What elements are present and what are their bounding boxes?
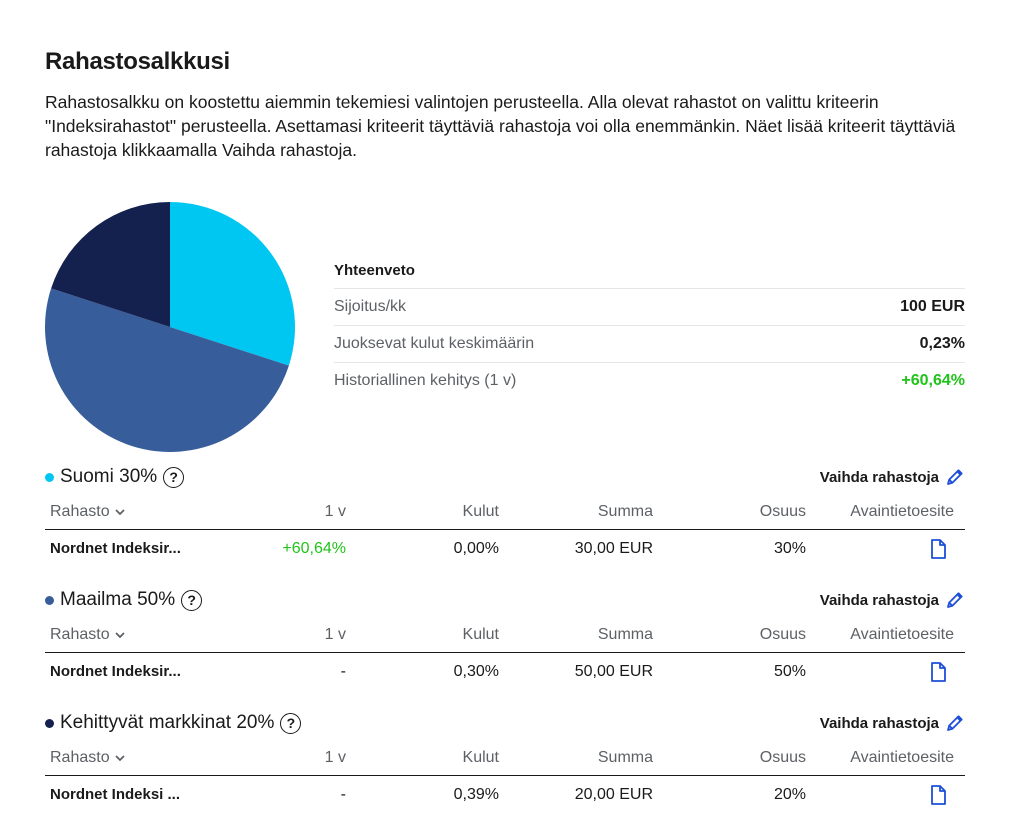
change-funds-button[interactable]: Vaihda rahastoja <box>820 590 965 610</box>
summary-label: Sijoitus/kk <box>334 298 407 315</box>
summary-value: 100 EUR <box>900 298 965 315</box>
legend-dot <box>45 472 54 482</box>
table-header: Rahasto 1 v Kulut Summa Osuus Avaintieto… <box>45 618 965 653</box>
summary-panel: Yhteenveto Sijoitus/kk 100 EUR Juoksevat… <box>334 253 965 399</box>
document-icon[interactable] <box>930 661 946 682</box>
table-row: Nordnet Indeksi ... - 0,39% 20,00 EUR 20… <box>45 776 965 813</box>
legend-dot <box>45 718 54 728</box>
sort-fund-header[interactable]: Rahasto <box>45 749 245 767</box>
chevron-down-icon <box>114 755 125 762</box>
fund-group-maailma: Maailma 50% ? Vaihda rahastoja Rahasto 1… <box>45 585 965 690</box>
change-funds-label: Vaihda rahastoja <box>819 714 939 732</box>
pencil-icon <box>947 469 963 485</box>
question-icon[interactable]: ? <box>163 466 185 488</box>
fund-name-link[interactable]: Nordnet Indeksi ... <box>50 786 181 803</box>
document-icon[interactable] <box>930 784 946 805</box>
pencil-icon <box>947 592 963 608</box>
summary-value: 0,23% <box>919 335 965 352</box>
group-name: Suomi 30% <box>60 466 158 487</box>
table-header: Rahasto 1 v Kulut Summa Osuus Avaintieto… <box>45 741 965 776</box>
summary-title: Yhteenveto <box>334 253 965 289</box>
summary-row-investment: Sijoitus/kk 100 EUR <box>334 289 965 326</box>
chevron-down-icon <box>114 509 125 516</box>
pie-slice-kehittyvät <box>51 202 170 327</box>
table-row: Nordnet Indeksir... - 0,30% 50,00 EUR 50… <box>45 653 965 690</box>
document-icon[interactable] <box>930 538 946 559</box>
table-row: Nordnet Indeksir... +60,64% 0,00% 30,00 … <box>45 530 965 567</box>
change-funds-label: Vaihda rahastoja <box>819 468 939 486</box>
pie-slice-maailma <box>44 288 289 452</box>
chevron-down-icon <box>114 632 125 639</box>
pie-slice-suomi <box>170 202 296 366</box>
page-title: Rahastosalkkusi <box>45 48 230 75</box>
sort-fund-header[interactable]: Rahasto <box>45 626 245 644</box>
summary-value: +60,64% <box>901 372 965 389</box>
summary-label: Juoksevat kulut keskimäärin <box>334 335 535 352</box>
question-icon[interactable]: ? <box>280 712 302 734</box>
pencil-icon <box>947 715 963 731</box>
fund-group-kehittyvat: Kehittyvät markkinat 20% ? Vaihda rahast… <box>45 708 965 813</box>
allocation-pie-chart <box>44 202 296 452</box>
group-name: Maailma 50% <box>60 589 176 610</box>
change-funds-button[interactable]: Vaihda rahastoja <box>820 467 965 487</box>
fund-name-link[interactable]: Nordnet Indeksir... <box>50 663 181 680</box>
summary-label: Historiallinen kehitys (1 v) <box>334 372 517 389</box>
fund-name-link[interactable]: Nordnet Indeksir... <box>50 540 181 557</box>
legend-dot <box>45 595 54 605</box>
change-funds-button[interactable]: Vaihda rahastoja <box>820 713 965 733</box>
sort-fund-header[interactable]: Rahasto <box>45 503 245 521</box>
group-name: Kehittyvät markkinat 20% <box>60 712 275 733</box>
change-funds-label: Vaihda rahastoja <box>819 591 939 609</box>
summary-row-history: Historiallinen kehitys (1 v) +60,64% <box>334 363 965 399</box>
summary-row-fees: Juoksevat kulut keskimäärin 0,23% <box>334 326 965 363</box>
question-icon[interactable]: ? <box>181 589 203 611</box>
table-header: Rahasto 1 v Kulut Summa Osuus Avaintieto… <box>45 495 965 530</box>
intro-text: Rahastosalkku on koostettu aiemmin tekem… <box>45 92 956 160</box>
fund-group-suomi: Suomi 30% ? Vaihda rahastoja Rahasto 1 v… <box>45 462 965 567</box>
